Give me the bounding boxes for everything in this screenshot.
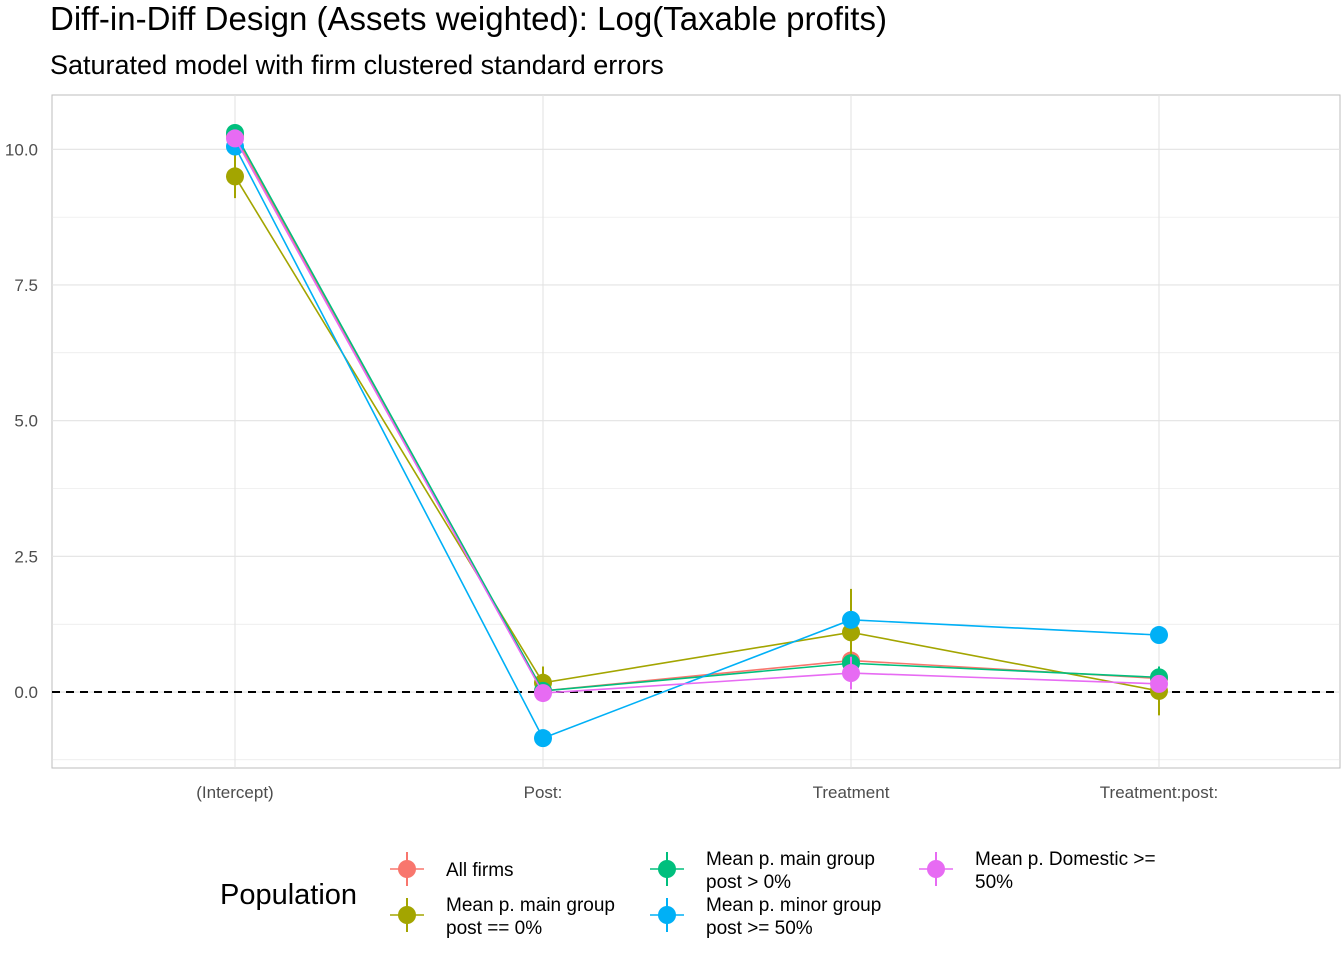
data-point xyxy=(1150,674,1168,693)
series-line xyxy=(234,132,1160,692)
legend-item: All firms xyxy=(390,852,514,886)
legend-label: post == 0% xyxy=(446,918,542,939)
series-line xyxy=(234,138,1160,694)
legend-key-point xyxy=(398,906,416,924)
legend-label: post > 0% xyxy=(706,872,791,893)
y-tick-label: 0.0 xyxy=(14,683,38,702)
legend-label: Mean p. main group xyxy=(706,849,875,870)
y-tick-label: 5.0 xyxy=(14,412,38,431)
y-tick-label: 2.5 xyxy=(14,547,38,566)
legend-title: Population xyxy=(220,879,357,911)
chart-title: Diff-in-Diff Design (Assets weighted): L… xyxy=(50,0,887,37)
series-3 xyxy=(226,137,1168,748)
legend-item: Mean p. Domestic >=50% xyxy=(919,849,1156,893)
data-point xyxy=(534,729,552,748)
data-point xyxy=(842,623,860,642)
plot-border xyxy=(51,94,1341,769)
x-tick-label: Post: xyxy=(524,783,563,802)
y-tick-label: 10.0 xyxy=(5,140,38,159)
series-4 xyxy=(226,129,1168,703)
x-tick-label: Treatment xyxy=(813,783,890,802)
legend-label: 50% xyxy=(975,872,1013,893)
data-point xyxy=(226,167,244,186)
x-tick-label: (Intercept) xyxy=(196,783,273,802)
legend-key-point xyxy=(398,860,416,878)
legend-label: Mean p. minor group xyxy=(706,895,881,916)
data-point xyxy=(842,610,860,629)
legend-label: Mean p. Domestic >= xyxy=(975,849,1156,870)
axis-labels: 0.0 2.5 5.0 7.5 10.0 (Intercept) Post: Treatmen… xyxy=(5,140,1218,802)
series-line xyxy=(234,146,1160,740)
plot-panel xyxy=(51,94,1341,769)
legend-key-point xyxy=(658,860,676,878)
legend-key-point xyxy=(927,860,945,878)
chart-subtitle: Saturated model with firm clustered stan… xyxy=(50,50,664,80)
data-point xyxy=(534,684,552,703)
y-tick-label: 7.5 xyxy=(14,276,38,295)
legend-key-point xyxy=(658,906,676,924)
series-line xyxy=(234,175,1160,692)
x-tick-label: Treatment:post: xyxy=(1100,783,1218,802)
data-point xyxy=(226,129,244,148)
legend-label: post >= 50% xyxy=(706,918,813,939)
legend-label: Mean p. main group xyxy=(446,895,615,916)
data-point xyxy=(842,664,860,683)
series-layer xyxy=(226,123,1168,748)
data-point xyxy=(1150,626,1168,645)
legend-label: All firms xyxy=(446,860,514,881)
